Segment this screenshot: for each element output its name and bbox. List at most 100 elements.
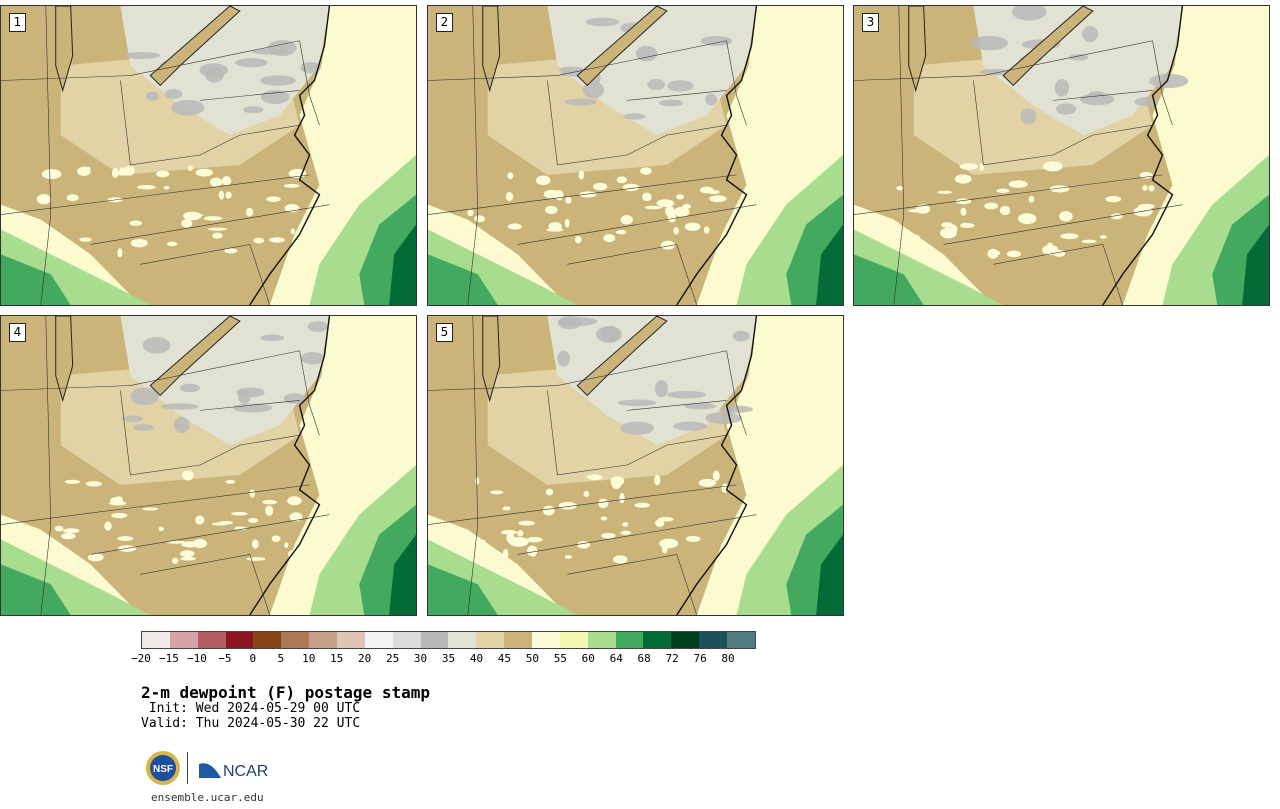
moist-speckle: [64, 479, 81, 484]
grey-streak: [635, 45, 658, 62]
grey-streak: [684, 403, 717, 410]
ocean-deep-green: [1242, 224, 1269, 305]
moist-speckle: [600, 516, 608, 521]
moist-speckle: [1008, 180, 1028, 188]
state-border: [428, 174, 737, 215]
state-border: [120, 390, 201, 476]
moist-speckle: [961, 222, 967, 227]
state-border: [943, 204, 1183, 245]
grey-streak: [171, 99, 205, 116]
color-scale-tick: −5: [218, 652, 232, 665]
color-swatch: [476, 632, 505, 648]
state-border: [626, 124, 727, 156]
moist-speckle: [1059, 210, 1073, 222]
moist-speckle: [172, 557, 179, 564]
grey-streak: [1012, 6, 1047, 21]
moist-speckle: [598, 498, 609, 509]
moist-speckle: [166, 540, 186, 544]
moist-speckle: [62, 528, 80, 534]
color-scale-tick: 50: [525, 652, 539, 665]
color-swatch: [142, 632, 170, 648]
grey-streak: [705, 411, 742, 425]
moist-speckle: [1018, 213, 1037, 225]
lake-michigan: [482, 6, 501, 93]
moist-speckle: [545, 205, 558, 215]
moist-speckle: [262, 499, 278, 505]
moist-speckle: [212, 232, 223, 239]
grey-streak: [1068, 54, 1089, 61]
state-border: [854, 174, 1163, 215]
color-scale-tick: 55: [553, 652, 567, 665]
moist-speckle: [987, 248, 999, 259]
coastline: [676, 316, 758, 615]
moist-speckle: [526, 536, 543, 543]
grey-streak: [142, 337, 171, 354]
logos: NSF NCAR: [145, 750, 275, 790]
color-swatch: [532, 632, 560, 648]
moist-speckle: [203, 216, 223, 221]
moist-speckle: [579, 191, 597, 198]
init-time: Init: Wed 2024-05-29 00 UTC: [141, 701, 361, 716]
color-swatch: [197, 632, 226, 648]
moist-speckle: [703, 226, 710, 234]
moist-speckle: [950, 224, 958, 235]
state-border: [428, 484, 737, 525]
grey-streak: [585, 17, 620, 27]
moist-speckle: [545, 488, 554, 496]
color-scale: [141, 631, 756, 649]
ocean-deep-green: [389, 224, 416, 305]
moist-speckle: [616, 176, 627, 184]
color-scale-tick: 10: [302, 652, 316, 665]
moist-speckle: [117, 248, 123, 258]
state-border: [547, 80, 628, 166]
moist-speckle: [209, 177, 223, 187]
dewpoint-map: [1, 316, 416, 615]
moist-speckle: [183, 211, 202, 221]
state-border: [1, 484, 310, 525]
color-scale-ticks: −20 −15 −10 −5 0 5 10 15 20 25 30 35 40 45 50 55 60 64 68 7…: [130, 652, 770, 666]
moist-speckle: [507, 223, 522, 230]
state-border: [120, 80, 201, 166]
moist-speckle: [518, 520, 535, 526]
grey-streak: [647, 79, 666, 90]
grey-streak: [1055, 103, 1077, 115]
green-dark-area: [428, 564, 498, 615]
color-scale-tick: 68: [637, 652, 651, 665]
color-scale-tick: 35: [441, 652, 456, 665]
state-border: [40, 6, 52, 305]
moist-speckle: [577, 541, 590, 549]
lake-erie: [1002, 6, 1094, 87]
grey-streak: [238, 389, 251, 404]
state-border: [1, 40, 300, 81]
moist-speckle: [959, 163, 978, 170]
moist-speckle: [698, 478, 717, 487]
moist-speckle: [574, 235, 582, 244]
moist-speckle: [546, 228, 564, 232]
moist-speckle: [129, 220, 143, 226]
grey-streak: [133, 424, 155, 431]
grey-streak: [705, 93, 718, 106]
moist-speckle: [673, 226, 679, 235]
color-scale-tick: −10: [186, 652, 207, 665]
dewpoint-map: [854, 6, 1269, 305]
panel-number: 4: [9, 323, 26, 342]
grey-streak: [1081, 26, 1099, 43]
grey-streak: [199, 63, 228, 77]
moist-speckle: [271, 535, 281, 542]
grey-streak: [146, 91, 160, 102]
state-border: [626, 434, 727, 466]
moist-speckle: [142, 507, 159, 511]
plot-title: 2-m dewpoint (F) postage stamp: [141, 683, 430, 702]
color-swatch: [364, 632, 393, 648]
color-swatch: [420, 632, 449, 648]
grey-streak: [971, 35, 1008, 51]
coastline: [1102, 6, 1184, 305]
color-scale-tick: 72: [665, 652, 679, 665]
grey-streak: [655, 380, 668, 398]
grey-streak: [234, 58, 268, 68]
moist-speckle: [221, 176, 232, 186]
grey-streak: [582, 81, 605, 99]
moist-speckle: [640, 167, 652, 175]
moist-speckle: [506, 532, 515, 544]
grey-streak: [243, 106, 264, 114]
